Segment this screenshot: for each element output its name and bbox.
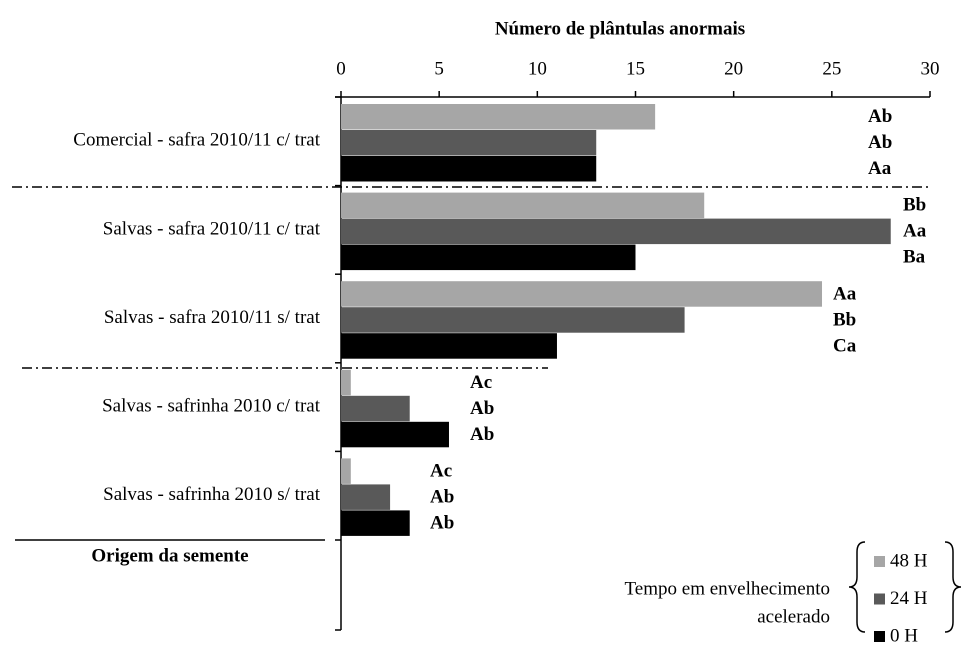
legend-brace bbox=[848, 541, 866, 633]
y-tick-label: Salvas - safra 2010/11 c/ trat bbox=[103, 218, 321, 239]
bar bbox=[341, 130, 597, 156]
bar bbox=[341, 484, 391, 510]
legend-title: Tempo em envelhecimento bbox=[625, 578, 830, 599]
bar bbox=[341, 156, 597, 182]
legend-brace bbox=[944, 541, 962, 633]
bar-letter: Ab bbox=[868, 106, 892, 127]
bar-letter: Ba bbox=[903, 247, 926, 268]
y-tick-label: Comercial - safra 2010/11 c/ trat bbox=[73, 130, 320, 151]
x-tick-label: 20 bbox=[724, 58, 743, 79]
y-tick-label: Salvas - safrinha 2010 s/ trat bbox=[103, 484, 321, 505]
bar bbox=[341, 307, 685, 333]
x-tick-label: 10 bbox=[528, 58, 547, 79]
legend-label: 24 H bbox=[890, 588, 928, 609]
bar bbox=[341, 510, 410, 536]
x-tick-label: 25 bbox=[822, 58, 841, 79]
legend-title: acelerado bbox=[757, 606, 830, 627]
bar bbox=[341, 244, 636, 271]
bar-letter: Aa bbox=[833, 283, 857, 304]
x-tick-label: 30 bbox=[921, 58, 940, 79]
bar-letter: Aa bbox=[903, 221, 927, 242]
bar-letter: Aa bbox=[868, 158, 892, 179]
bar-letter: Ab bbox=[470, 398, 494, 419]
bar-letter: Ab bbox=[868, 132, 892, 153]
bar bbox=[341, 458, 351, 484]
legend-label: 48 H bbox=[890, 550, 928, 571]
y-tick-label: Salvas - safrinha 2010 c/ trat bbox=[102, 395, 321, 416]
bar bbox=[341, 281, 823, 307]
bar bbox=[341, 421, 449, 448]
bar-letter: Ab bbox=[470, 424, 494, 445]
chart-title: Número de plântulas anormais bbox=[495, 18, 745, 39]
bar bbox=[341, 333, 557, 359]
x-tick-label: 15 bbox=[626, 58, 645, 79]
x-tick-label: 5 bbox=[434, 58, 444, 79]
y-tick-label: Salvas - safra 2010/11 s/ trat bbox=[104, 307, 321, 328]
bar bbox=[341, 369, 351, 396]
bar-letter: Ab bbox=[430, 487, 454, 508]
x-tick-label: 0 bbox=[336, 58, 346, 79]
bar-letter: Ab bbox=[430, 513, 454, 534]
bar bbox=[341, 192, 705, 219]
legend-label: 0 H bbox=[890, 625, 918, 646]
bar-letter: Ac bbox=[430, 461, 452, 482]
bar-letter: Ac bbox=[470, 372, 492, 393]
bar-letter: Bb bbox=[833, 309, 856, 330]
bar-letter: Bb bbox=[903, 195, 926, 216]
bar bbox=[341, 104, 656, 130]
legend-swatch bbox=[874, 593, 885, 605]
y-axis-label: Origem da semente bbox=[91, 545, 248, 566]
legend-swatch bbox=[874, 631, 885, 642]
bar-letter: Ca bbox=[833, 335, 857, 356]
legend-swatch bbox=[874, 556, 885, 567]
bar bbox=[341, 218, 891, 245]
bar bbox=[341, 395, 410, 422]
